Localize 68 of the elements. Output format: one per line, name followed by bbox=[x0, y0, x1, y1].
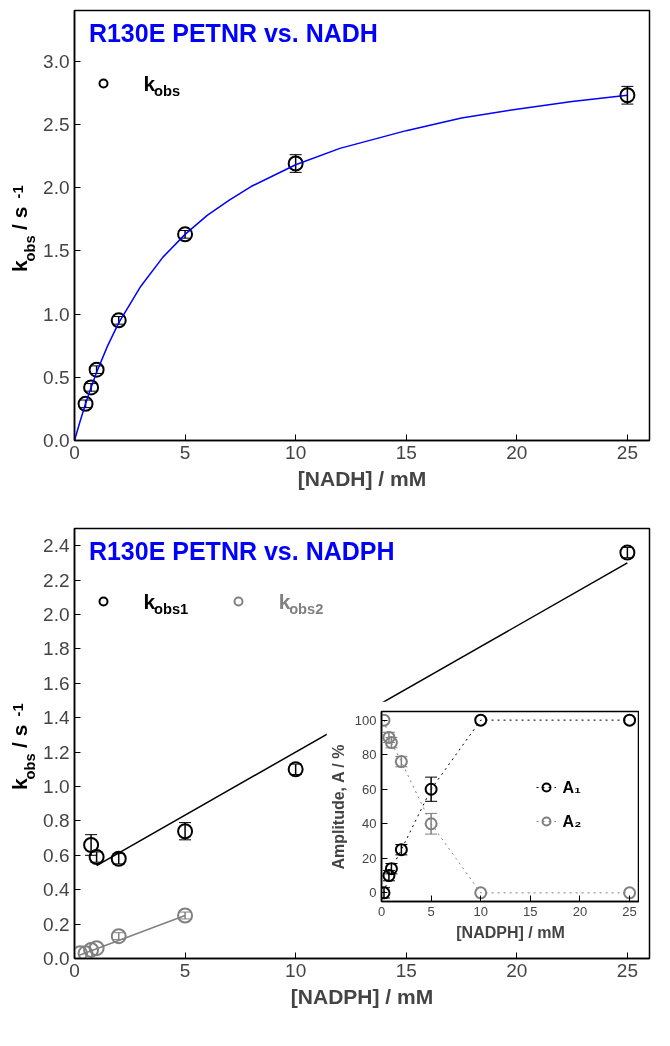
y-tick-label: 60 bbox=[362, 781, 377, 797]
x-tick-label: 5 bbox=[179, 441, 191, 463]
y-tick-label: 1.0 bbox=[43, 303, 70, 325]
point bbox=[83, 941, 100, 958]
point bbox=[424, 817, 438, 831]
y-tick-label: 20 bbox=[362, 850, 377, 866]
point bbox=[474, 713, 488, 727]
x-tick-label: 20 bbox=[506, 959, 528, 981]
y-tick-label: 1.4 bbox=[43, 707, 70, 729]
y-tick-label: 0.2 bbox=[43, 913, 70, 935]
point bbox=[177, 226, 194, 243]
y-tick-label: 1.8 bbox=[43, 638, 70, 660]
x-tick-label: 10 bbox=[285, 959, 307, 981]
point bbox=[623, 886, 637, 900]
y-tick-label: 2.0 bbox=[43, 177, 70, 199]
legend-label: A₂ bbox=[562, 813, 582, 831]
point bbox=[623, 713, 637, 727]
point bbox=[474, 886, 488, 900]
y-tick-label: 0.6 bbox=[43, 844, 70, 866]
x-tick-label: 15 bbox=[395, 959, 417, 981]
y-tick-label: 1.5 bbox=[43, 240, 70, 262]
chart-title: R130E PETNR vs. NADPH bbox=[88, 537, 395, 566]
y-axis-title: kobs / s-1 bbox=[8, 703, 39, 790]
point bbox=[424, 782, 438, 796]
x-axis-title: [NADPH] / mM bbox=[456, 923, 565, 941]
point bbox=[110, 312, 127, 329]
y-tick-label: 80 bbox=[362, 747, 377, 763]
point bbox=[88, 361, 105, 378]
y-tick-label: 2.4 bbox=[43, 535, 70, 557]
y-tick-label: 1.2 bbox=[43, 741, 70, 763]
point bbox=[110, 928, 127, 945]
y-tick-label: 0.0 bbox=[43, 430, 70, 451]
x-tick-label: 20 bbox=[506, 441, 528, 463]
x-tick-label: 10 bbox=[285, 441, 307, 463]
chart-title: R130E PETNR vs. NADH bbox=[88, 19, 378, 48]
y-tick-label: 2.5 bbox=[43, 113, 70, 135]
y-tick-label: 1.6 bbox=[43, 672, 70, 694]
y-tick-label: 0.4 bbox=[43, 879, 70, 901]
y-tick-label: 40 bbox=[362, 816, 377, 832]
x-tick-label: 25 bbox=[616, 959, 638, 981]
point bbox=[88, 940, 105, 957]
y-tick-label: 0.8 bbox=[43, 810, 70, 832]
y-tick-label: 3.0 bbox=[43, 50, 70, 72]
x-tick-label: 15 bbox=[523, 903, 538, 919]
y-tick-label: 0 bbox=[369, 885, 377, 901]
y-tick-label: 0.0 bbox=[43, 948, 70, 969]
y-tick-label: 2.2 bbox=[43, 569, 70, 591]
point bbox=[83, 379, 100, 396]
x-tick-label: 5 bbox=[179, 959, 191, 981]
y-tick-label: 0.5 bbox=[43, 366, 70, 388]
y-axis-title: Amplitude, A / % bbox=[329, 744, 347, 870]
x-tick-label: 25 bbox=[616, 441, 638, 463]
x-tick-label: 15 bbox=[395, 441, 417, 463]
point bbox=[83, 836, 100, 853]
x-axis-title: [NADH] / mM bbox=[297, 466, 427, 490]
y-tick-label: 100 bbox=[354, 712, 377, 728]
y-axis-title: kobs / s-1 bbox=[8, 185, 39, 272]
x-tick-label: 20 bbox=[572, 903, 588, 919]
y-tick-label: 2.0 bbox=[43, 604, 70, 625]
point bbox=[77, 945, 94, 959]
legend-label: A₁ bbox=[562, 779, 582, 796]
x-tick-label: 10 bbox=[473, 903, 488, 919]
point bbox=[77, 395, 94, 412]
x-tick-label: 5 bbox=[427, 903, 435, 919]
x-tick-label: 25 bbox=[622, 903, 637, 919]
point bbox=[177, 907, 194, 924]
y-tick-label: 1.0 bbox=[43, 776, 70, 797]
x-axis-title: [NADPH] / mM bbox=[290, 984, 434, 1008]
